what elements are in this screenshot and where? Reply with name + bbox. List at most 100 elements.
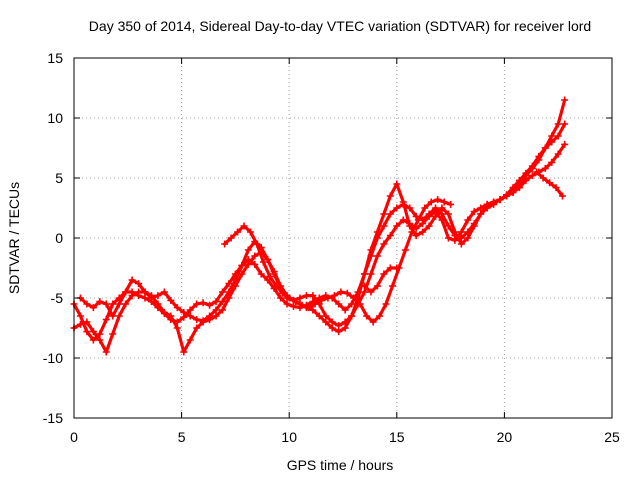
grid: [74, 58, 612, 418]
data-point: [212, 312, 220, 320]
data-point: [76, 312, 84, 320]
data-point: [109, 312, 117, 320]
data-point: [96, 336, 104, 344]
x-tick-label: 25: [604, 429, 620, 445]
data-point: [548, 138, 556, 146]
data-point: [535, 152, 543, 160]
data-point: [212, 298, 220, 306]
data-point: [561, 140, 569, 148]
data-point: [401, 246, 409, 254]
y-tick-label: -15: [43, 410, 63, 426]
data-point: [393, 180, 401, 188]
data-point: [341, 324, 349, 332]
data-point: [264, 276, 272, 284]
data-point: [369, 318, 377, 326]
data-point: [386, 210, 394, 218]
data-point: [509, 184, 517, 192]
data-point: [541, 144, 549, 152]
data-point: [363, 312, 371, 320]
data-point: [154, 292, 162, 300]
data-point: [109, 330, 117, 338]
data-point: [515, 176, 523, 184]
data-point: [438, 204, 446, 212]
data-point: [438, 210, 446, 218]
data-point: [548, 158, 556, 166]
data-point: [290, 302, 298, 310]
data-point: [444, 210, 452, 218]
data-point: [251, 252, 259, 260]
data-point: [83, 328, 91, 336]
data-point: [559, 192, 567, 200]
data-point: [522, 169, 530, 177]
data-point: [309, 292, 317, 300]
data-point: [373, 282, 381, 290]
data-point: [427, 198, 435, 206]
data-point: [554, 120, 562, 128]
data-point: [399, 198, 407, 206]
data-point: [122, 300, 130, 308]
data-point: [554, 150, 562, 158]
data-point: [367, 288, 375, 296]
data-point: [432, 208, 440, 216]
data-point: [451, 236, 459, 244]
data-point: [309, 306, 317, 314]
x-tick-label: 10: [281, 429, 297, 445]
data-point: [292, 298, 300, 306]
data-point: [115, 312, 123, 320]
data-point: [341, 318, 349, 326]
data-point: [122, 288, 130, 296]
data-point: [330, 292, 338, 300]
data-point: [186, 336, 194, 344]
data-point: [102, 300, 110, 308]
data-point: [386, 264, 394, 272]
data-point: [457, 240, 465, 248]
data-point: [324, 294, 332, 302]
data-point: [277, 294, 285, 302]
data-point: [270, 270, 278, 278]
data-point: [128, 276, 136, 284]
y-tick-label: 5: [55, 170, 63, 186]
data-point: [167, 296, 175, 304]
data-point: [444, 222, 452, 230]
data-point: [272, 282, 280, 290]
data-point: [528, 162, 536, 170]
x-tick-label: 20: [497, 429, 513, 445]
data-point: [414, 216, 422, 224]
data-point: [160, 288, 168, 296]
data-point: [408, 228, 416, 236]
data-point: [167, 312, 175, 320]
data-point: [361, 282, 369, 290]
data-point: [193, 300, 201, 308]
data-point: [186, 312, 194, 320]
data-point: [561, 96, 569, 104]
series-arc-2: [78, 98, 567, 334]
data-point: [399, 216, 407, 224]
data-point: [554, 132, 562, 140]
data-point: [503, 191, 511, 199]
data-point: [361, 270, 369, 278]
data-point: [335, 322, 343, 330]
x-axis-label: GPS time / hours: [287, 457, 394, 473]
data-point: [266, 272, 274, 280]
data-point: [231, 282, 239, 290]
data-point: [218, 298, 226, 306]
data-point: [251, 260, 259, 268]
data-point: [373, 252, 381, 260]
data-point: [477, 210, 485, 218]
data-series: [70, 96, 569, 356]
data-point: [199, 318, 207, 326]
data-point: [244, 246, 252, 254]
data-point: [533, 168, 541, 176]
data-point: [96, 330, 104, 338]
data-point: [173, 324, 181, 332]
data-point: [147, 292, 155, 300]
data-point: [419, 228, 427, 236]
data-point: [322, 312, 330, 320]
data-point: [322, 318, 330, 326]
data-point: [128, 292, 136, 300]
data-point: [361, 288, 369, 296]
data-point: [302, 292, 310, 300]
x-tick-label: 5: [178, 429, 186, 445]
data-point: [412, 232, 420, 240]
